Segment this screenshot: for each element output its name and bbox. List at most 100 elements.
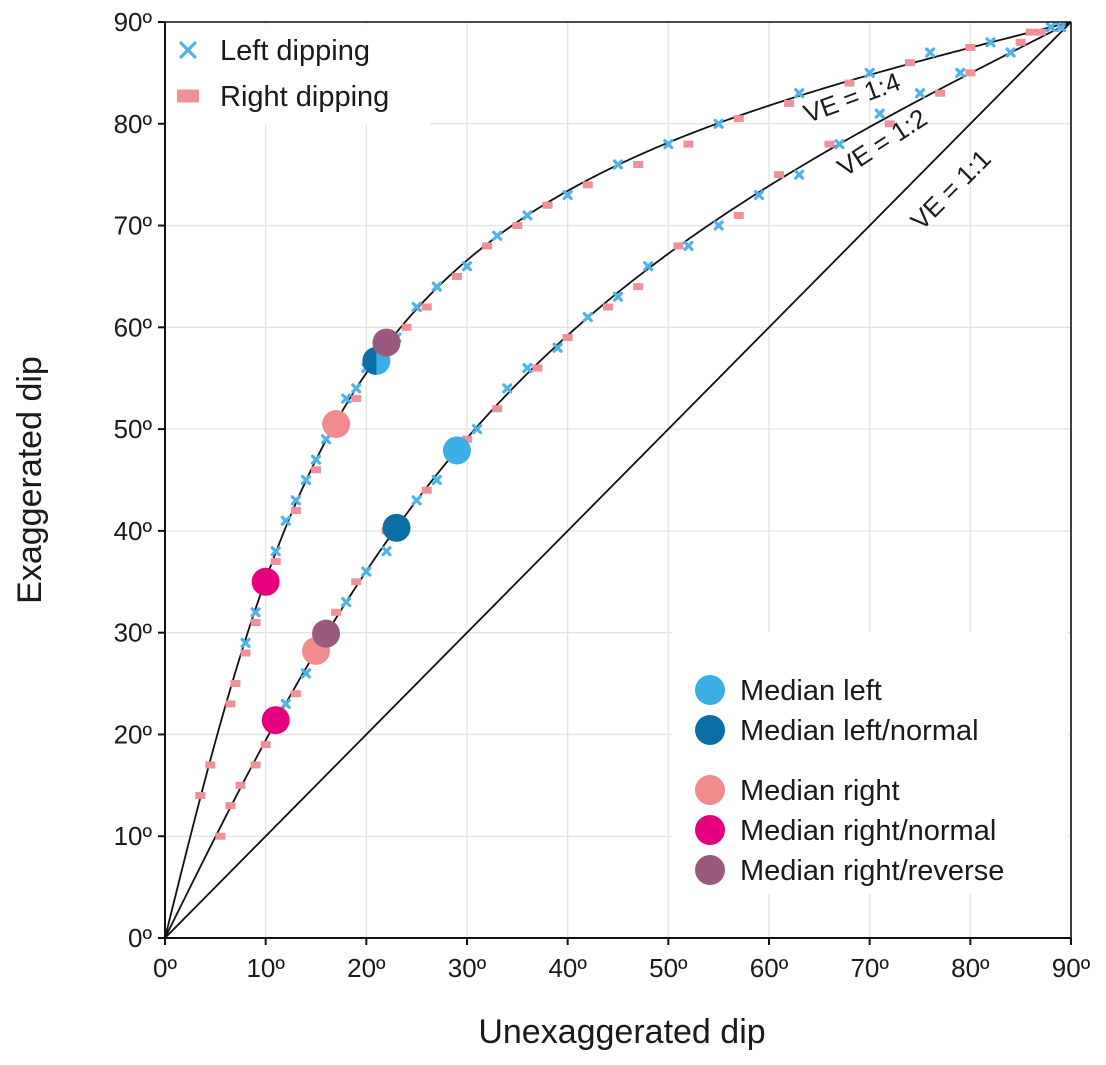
ve-curve-label: VE = 1:1 <box>905 144 997 236</box>
right-dipping-point <box>240 649 251 657</box>
x-marker-stroke <box>713 220 724 231</box>
legend-x-icon <box>179 41 197 59</box>
right-dipping-point <box>482 242 493 250</box>
left-dipping-point <box>522 210 533 221</box>
left-dipping-point <box>924 47 936 58</box>
left-dipping-point <box>562 189 573 201</box>
left-dipping-point <box>955 67 966 78</box>
right-dipping-point <box>331 608 342 616</box>
left-dipping-point <box>341 393 352 404</box>
x-marker-stroke <box>492 230 503 241</box>
right-dipping-point <box>401 323 412 331</box>
left-dipping-point <box>713 220 724 231</box>
x-marker-stroke <box>431 281 442 292</box>
left-dipping-point <box>320 434 332 445</box>
x-tick-label: 60º <box>750 953 789 983</box>
left-dipping-point <box>985 37 996 48</box>
x-marker-stroke <box>471 424 483 435</box>
y-tick-label: 20º <box>114 719 153 749</box>
x-marker-stroke <box>270 546 281 557</box>
right-dipping-point <box>260 741 271 749</box>
x-marker-stroke <box>794 169 805 180</box>
right-dipping-point <box>884 120 895 128</box>
right-dipping-point <box>290 507 301 515</box>
left-dipping-point <box>310 454 322 465</box>
right-dipping-point <box>965 43 976 51</box>
y-tick-label: 80º <box>114 109 153 139</box>
x-marker-stroke <box>522 210 533 221</box>
left-dipping-point <box>461 261 473 272</box>
legend-label: Median right/normal <box>740 815 996 847</box>
legend-dot-icon <box>695 775 725 805</box>
left-dipping-point <box>280 515 291 526</box>
right-dipping-point <box>205 761 216 769</box>
y-tick-label: 0º <box>128 923 152 953</box>
right-dipping-point <box>602 303 613 311</box>
right-dipping-point <box>673 242 684 250</box>
right-dipping-point <box>733 115 744 123</box>
left-dipping-point <box>411 495 422 506</box>
x-marker-stroke <box>612 291 624 302</box>
x-marker-stroke <box>663 139 674 150</box>
x-tick-label: 80º <box>951 953 990 983</box>
right-dipping-point <box>904 59 915 67</box>
right-dipping-point <box>270 557 281 565</box>
x-tick-label: 50º <box>649 953 688 983</box>
x-marker-stroke <box>753 189 765 201</box>
left-dipping-point <box>1005 47 1016 58</box>
y-tick-label: 90º <box>114 7 153 37</box>
legend-dot-icon <box>695 815 725 845</box>
x-marker-stroke <box>552 342 563 353</box>
left-dipping-point <box>663 139 674 150</box>
legend-square-icon <box>177 89 199 103</box>
left-dipping-point <box>582 312 593 323</box>
x-axis-title: Unexaggerated dip <box>478 1013 765 1051</box>
left-dipping-point <box>502 383 513 394</box>
legend-item: Median right <box>695 775 900 807</box>
left-dipping-point <box>471 424 483 435</box>
legend-label: Median right <box>740 775 900 807</box>
left-dipping-point <box>351 383 362 394</box>
left-dipping-point <box>300 474 312 486</box>
x-marker-stroke <box>280 515 291 526</box>
right-dipping-point <box>1015 38 1026 46</box>
x-marker-stroke <box>179 41 197 59</box>
legend-item: Left dipping <box>179 35 370 67</box>
left-dipping-point <box>280 698 291 710</box>
legend-item: Median right/normal <box>695 815 996 847</box>
right-dipping-point <box>311 466 321 474</box>
right-dipping-point <box>250 761 261 769</box>
right-dipping-point <box>290 690 301 698</box>
right-dipping-point <box>225 700 236 708</box>
left-dipping-point <box>914 88 926 99</box>
right-dipping-point <box>230 680 241 688</box>
left-dipping-point <box>290 495 301 506</box>
x-marker-stroke <box>351 383 362 394</box>
left-dipping-point <box>753 189 765 201</box>
x-marker-stroke <box>985 37 996 48</box>
legend-item: Median left <box>695 675 882 707</box>
x-marker-stroke <box>562 189 573 201</box>
median-dot <box>372 328 401 357</box>
x-marker-stroke <box>300 668 312 679</box>
right-dipping-point <box>733 211 744 219</box>
x-tick-label: 40º <box>548 953 587 983</box>
x-marker-stroke <box>834 139 845 150</box>
x-tick-label: 30º <box>448 953 487 983</box>
left-dipping-point <box>341 597 352 608</box>
x-marker-stroke <box>522 362 533 374</box>
x-marker-stroke <box>341 393 352 404</box>
x-marker-stroke <box>612 159 624 170</box>
x-tick-label: 0º <box>153 953 177 983</box>
right-dipping-point <box>1035 28 1046 36</box>
left-dipping-point <box>874 108 885 119</box>
legend-label: Median left <box>740 675 882 707</box>
x-marker-stroke <box>1055 21 1067 33</box>
legend-dot-icon <box>695 855 725 885</box>
y-tick-label: 30º <box>114 618 153 648</box>
legend-item: Right dipping <box>177 81 389 113</box>
right-dipping-point <box>235 781 246 789</box>
median-dot <box>322 410 351 439</box>
right-dipping-point <box>683 140 694 148</box>
